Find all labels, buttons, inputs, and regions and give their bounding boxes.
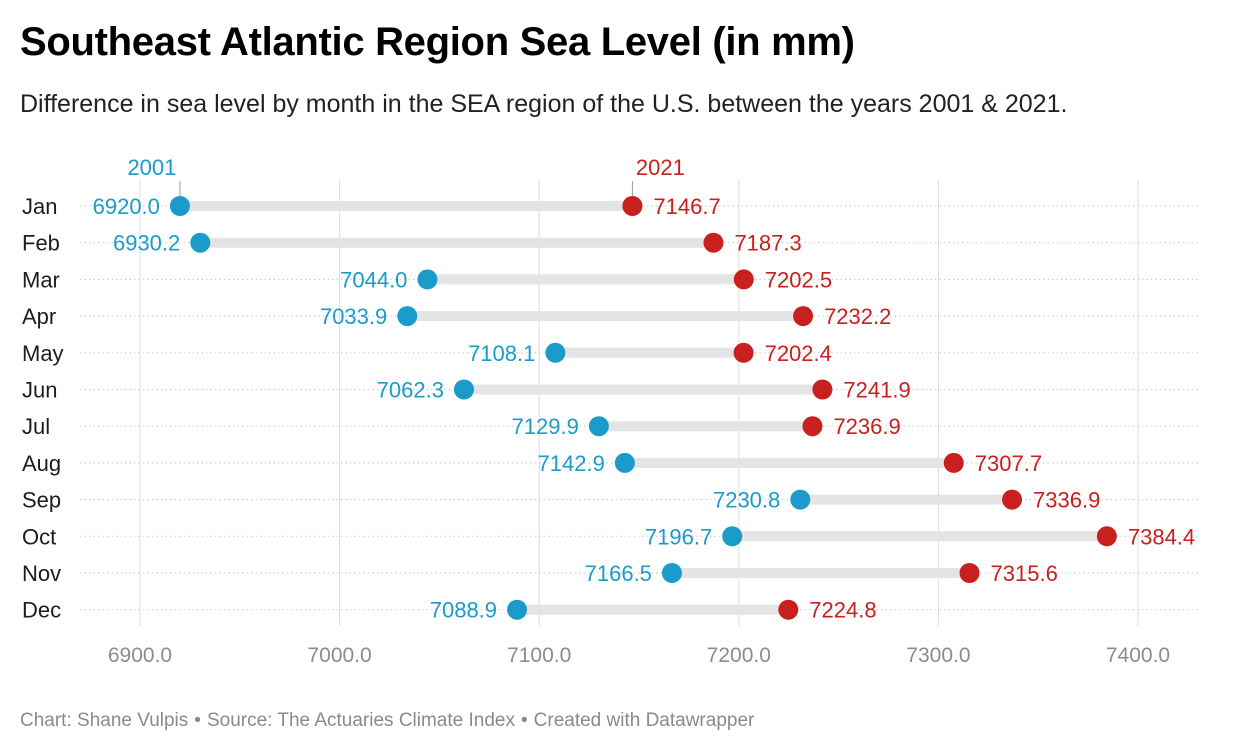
value-label-2021: 7146.7 [653,194,720,219]
category-label: Jul [22,414,50,439]
value-label-2001: 7044.0 [340,267,407,292]
dot-2001 [661,563,682,583]
legend-2021: 2021 [636,155,685,180]
value-label-2021: 7202.5 [765,267,832,292]
value-label-2021: 7315.6 [991,561,1058,586]
dot-2021 [703,232,724,253]
category-label: May [22,341,64,366]
value-label-2021: 7224.8 [809,598,876,623]
x-tick-label: 7200.0 [707,644,771,667]
chart-title: Southeast Atlantic Region Sea Level (in … [20,20,855,64]
dot-2001 [790,489,811,510]
footer-credit: Created with Datawrapper [533,710,755,731]
value-label-2021: 7384.4 [1128,524,1195,549]
value-label-2001: 6930.2 [113,231,180,256]
dot-2021 [802,416,823,437]
dot-2001 [588,416,609,437]
dot-2001 [614,452,635,473]
footer-source: Source: The Actuaries Climate Index [206,710,515,731]
footer-author: Chart: Shane Vulpis [20,710,189,731]
dot-2021 [733,269,754,290]
value-label-2001: 7108.1 [468,341,535,366]
value-label-2001: 7129.9 [512,414,579,439]
value-label-2021: 7241.9 [843,378,910,403]
x-tick-label: 6900.0 [108,644,172,667]
dot-2021 [943,452,964,473]
x-tick-label: 7000.0 [307,644,371,667]
category-label: Nov [22,561,61,586]
category-label: Dec [22,598,61,623]
x-tick-label: 7400.0 [1106,644,1170,667]
dot-2021 [793,306,814,327]
category-label: Oct [22,524,56,549]
legend-2001: 2001 [127,155,176,180]
dot-2021 [812,379,833,400]
footer-separator: • [194,710,201,731]
dot-2001 [722,526,743,547]
dot-2001 [453,379,474,400]
value-label-2021: 7187.3 [734,231,801,256]
dot-2021 [733,342,754,363]
dot-2021 [1096,526,1117,547]
dot-2001 [417,269,438,290]
value-label-2001: 7088.9 [430,598,497,623]
dot-2021 [778,599,799,620]
chart-footer: Chart: Shane Vulpis • Source: The Actuarie… [20,710,754,732]
dot-2001 [397,306,418,327]
value-label-2021: 7202.4 [765,341,832,366]
value-label-2001: 6920.0 [93,194,160,219]
category-label: Jun [22,378,57,403]
value-label-2021: 7336.9 [1033,488,1100,513]
category-label: Sep [22,488,61,513]
dot-2021 [622,196,643,216]
category-label: Apr [22,304,56,329]
value-label-2021: 7236.9 [833,414,900,439]
dot-2001 [169,196,190,216]
x-tick-label: 7300.0 [906,644,970,667]
value-label-2001: 7033.9 [320,304,387,329]
dot-2021 [959,563,980,583]
dot-2001 [190,232,211,253]
value-label-2001: 7166.5 [585,561,652,586]
category-label: Mar [22,267,60,292]
value-label-2001: 7062.3 [377,378,444,403]
dot-2001 [545,342,566,363]
category-label: Jan [22,194,57,219]
value-label-2021: 7232.2 [824,304,891,329]
category-label: Aug [22,451,61,476]
dot-2001 [507,599,528,620]
value-label-2021: 7307.7 [975,451,1042,476]
x-tick-label: 7100.0 [507,644,571,667]
dot-2021 [1002,489,1023,510]
value-label-2001: 7230.8 [713,488,780,513]
dot-range-chart: 6900.0 7000.0 7100.0 7200.0 7300.0 7400.0 Jan 6… [22,155,1198,667]
value-label-2001: 7142.9 [538,451,605,476]
chart-subtitle: Difference in sea level by month in the … [20,90,1068,118]
value-label-2001: 7196.7 [645,524,712,549]
category-label: Feb [22,231,60,256]
footer-separator: • [520,710,528,731]
